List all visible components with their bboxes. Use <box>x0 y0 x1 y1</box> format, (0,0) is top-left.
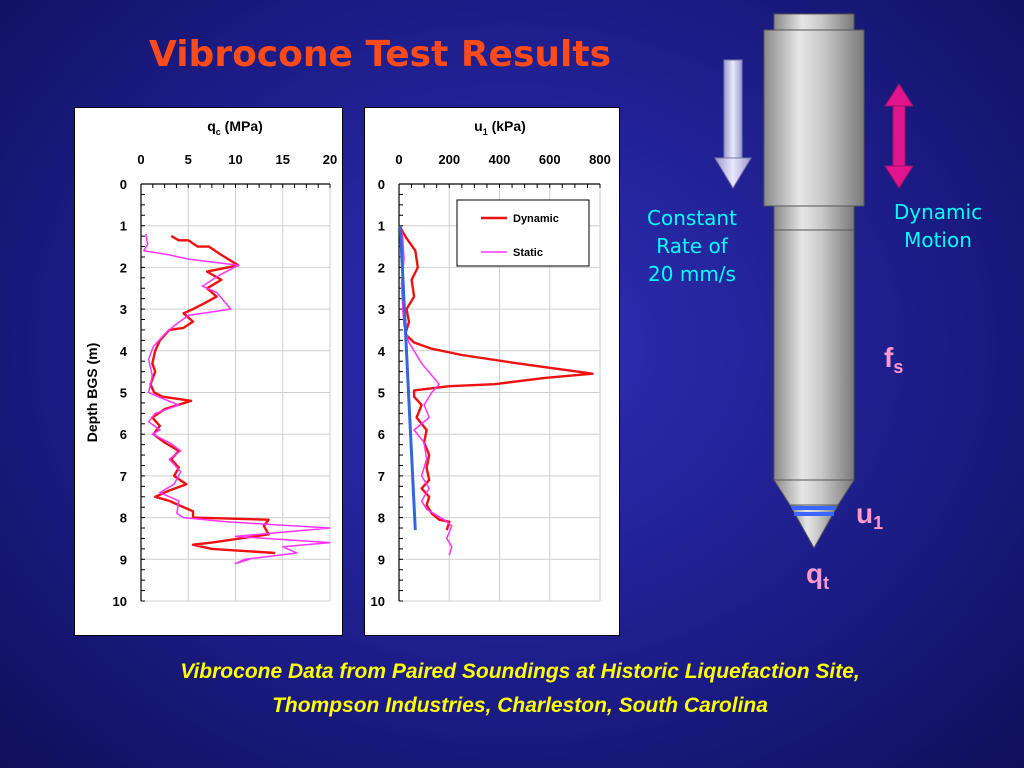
series-line-2 <box>398 225 417 531</box>
qt-main: q <box>806 558 824 589</box>
chart-title-unit: (kPa) <box>488 118 526 134</box>
y-tick-label: 8 <box>120 511 127 526</box>
fs-sub: s <box>893 357 904 377</box>
constant-rate-line: Constant <box>647 206 737 230</box>
chart-title: u1 (kPa) <box>474 118 526 137</box>
y-tick-label: 7 <box>378 469 385 484</box>
chart-title: qc (MPa) <box>207 118 263 137</box>
y-tick-label: 6 <box>378 427 385 442</box>
constant-rate-arrow-icon <box>714 59 752 189</box>
y-tick-label: 9 <box>120 552 127 567</box>
x-tick-label: 15 <box>276 152 290 167</box>
qt-sub: t <box>823 573 830 593</box>
x-tick-label: 20 <box>323 152 337 167</box>
chart-title-main: q <box>207 118 216 134</box>
series-line-0 <box>149 235 276 555</box>
x-tick-label: 10 <box>228 152 242 167</box>
u1-main: u <box>856 498 874 529</box>
legend-label: Dynamic <box>513 213 559 225</box>
qc-depth-chart: 0 5 10 15 20 0 1 2 3 4 5 6 7 8 9 10 qc (MPa) Depth BGS (m… <box>84 118 337 609</box>
y-tick-label: 3 <box>120 302 127 317</box>
y-tick-label: 2 <box>378 260 385 275</box>
x-tick-label: 5 <box>185 152 192 167</box>
series-line-1 <box>143 233 331 565</box>
constant-rate-line: Rate of <box>656 234 728 258</box>
y-tick-label: 10 <box>371 594 385 609</box>
dynamic-motion-line: Motion <box>904 228 972 252</box>
x-tick-label: 400 <box>489 152 511 167</box>
slide-caption: Vibrocone Data from Paired Soundings at … <box>40 655 1000 723</box>
y-tick-label: 2 <box>120 260 127 275</box>
x-tick-label: 0 <box>395 152 402 167</box>
y-tick-label: 9 <box>378 552 385 567</box>
x-tick-label: 200 <box>438 152 460 167</box>
constant-rate-label: Constant Rate of 20 mm/s <box>630 204 754 288</box>
y-tick-label: 5 <box>378 386 385 401</box>
x-tick-label: 600 <box>539 152 561 167</box>
y-tick-label: 0 <box>120 177 127 192</box>
chart-title-unit: (MPa) <box>221 118 263 134</box>
legend-box <box>456 199 590 267</box>
caption-line-1: Vibrocone Data from Paired Soundings at … <box>180 660 860 683</box>
y-tick-label: 7 <box>120 469 127 484</box>
slide-title: Vibrocone Test Results <box>148 34 611 75</box>
caption-line-2: Thompson Industries, Charleston, South C… <box>272 694 768 717</box>
series-line-1 <box>399 225 453 556</box>
y-tick-label: 8 <box>378 511 385 526</box>
y-tick-label: 6 <box>120 427 127 442</box>
y-tick-label: 0 <box>378 177 385 192</box>
constant-rate-line: 20 mm/s <box>648 262 736 286</box>
fs-main: f <box>884 342 894 373</box>
cone-penetrometer-icon <box>763 13 865 550</box>
chart-title-sub: c <box>216 127 221 137</box>
y-tick-label: 3 <box>378 302 385 317</box>
legend-label: Static <box>513 247 543 259</box>
series-line-0 <box>399 227 594 531</box>
x-tick-label: 800 <box>589 152 611 167</box>
u1-sub: 1 <box>873 513 884 533</box>
dynamic-motion-arrow-icon <box>884 83 914 189</box>
y-tick-label: 1 <box>120 219 127 234</box>
y-tick-label: 4 <box>378 344 386 359</box>
y-tick-label: 10 <box>113 594 127 609</box>
x-tick-label: 0 <box>137 152 144 167</box>
y-tick-label: 5 <box>120 386 127 401</box>
fs-label: fs <box>884 342 903 378</box>
qt-label: qt <box>806 558 829 594</box>
dynamic-motion-line: Dynamic <box>893 200 983 224</box>
chart-title-sub: 1 <box>483 127 488 137</box>
u1-chart-panel: 0 200 400 600 800 0 1 2 3 4 5 6 7 8 9 10 u1 (kPa) Dynamic… <box>364 107 620 636</box>
y-axis-label: Depth BGS (m) <box>84 343 100 443</box>
u1-label: u1 <box>856 498 883 534</box>
dynamic-motion-label: Dynamic Motion <box>876 198 1000 254</box>
y-tick-label: 4 <box>120 344 128 359</box>
y-tick-label: 1 <box>378 219 385 234</box>
chart-title-main: u <box>474 118 483 134</box>
qc-chart-panel: 0 5 10 15 20 0 1 2 3 4 5 6 7 8 9 10 qc (MPa) Depth BGS (m… <box>74 107 343 636</box>
